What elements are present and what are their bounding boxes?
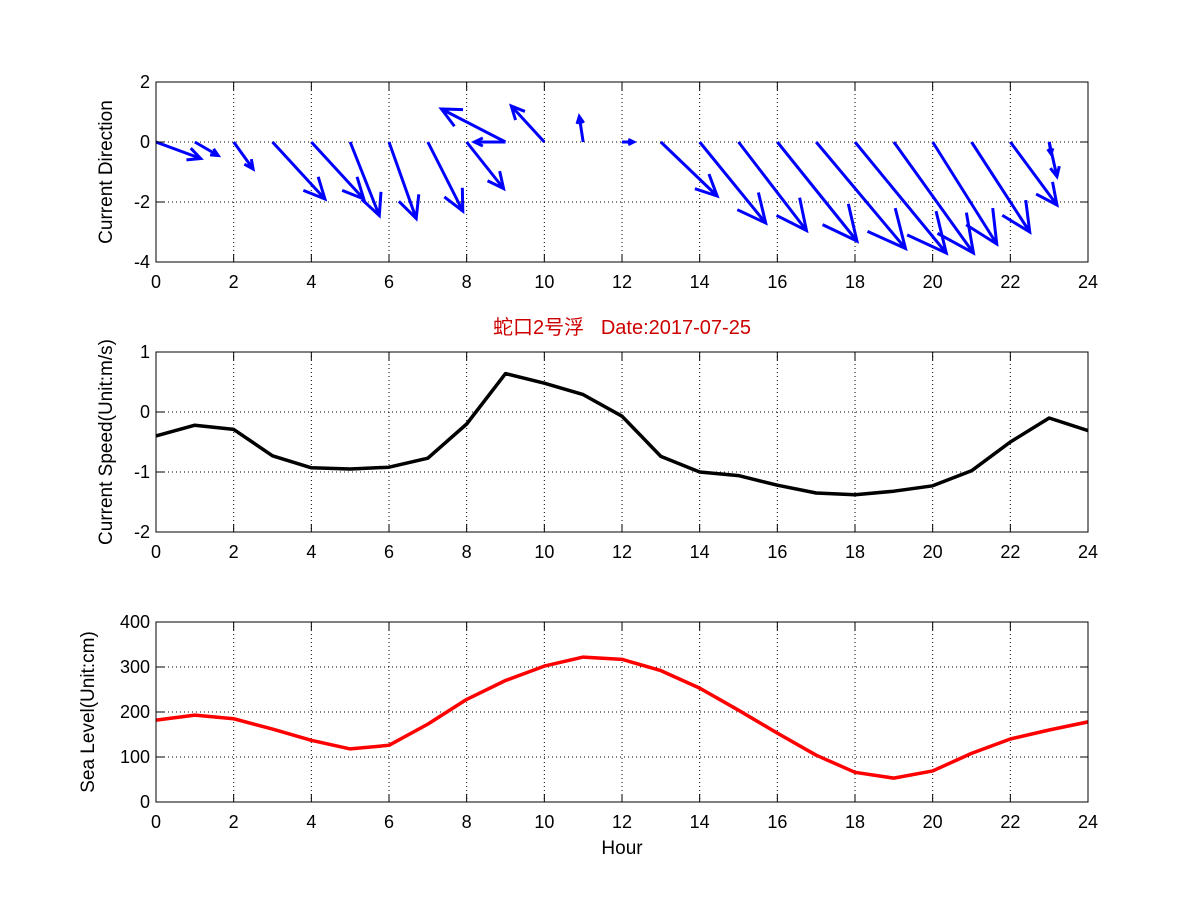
y-tick-label: 0 xyxy=(140,402,150,422)
x-tick-label: 14 xyxy=(690,272,710,292)
current-vector xyxy=(387,141,421,222)
current-vector xyxy=(776,141,860,244)
x-tick-label: 16 xyxy=(767,542,787,562)
x-tick-label: 20 xyxy=(923,542,943,562)
plot-area xyxy=(156,82,1088,262)
current-vector xyxy=(698,141,768,226)
x-tick-label: 14 xyxy=(690,542,710,562)
x-tick-label: 4 xyxy=(306,542,316,562)
current-vector xyxy=(508,103,546,144)
x-tick-label: 24 xyxy=(1078,272,1098,292)
current-vector xyxy=(622,138,638,146)
x-tick-label: 16 xyxy=(767,812,787,832)
current-vector xyxy=(931,141,999,247)
x-tick-label: 10 xyxy=(534,272,554,292)
x-tick-label: 14 xyxy=(690,812,710,832)
y-tick-label: -2 xyxy=(134,192,150,212)
data-layer xyxy=(156,103,1061,256)
y-tick-label: -4 xyxy=(134,252,150,272)
x-axis-label: Hour xyxy=(601,838,643,859)
x-tick-label: 0 xyxy=(151,542,161,562)
x-tick-label: 8 xyxy=(462,812,472,832)
x-tick-label: 22 xyxy=(1000,272,1020,292)
current-vector xyxy=(194,140,222,158)
current-vector xyxy=(853,141,949,256)
current-vector xyxy=(815,141,908,252)
y-axis-label: Sea Level(Unit:cm) xyxy=(78,631,99,793)
current-vector xyxy=(232,141,256,172)
x-tick-label: 22 xyxy=(1000,542,1020,562)
y-axis-label: Current Direction xyxy=(96,100,117,244)
y-tick-label: 0 xyxy=(140,792,150,812)
y-tick-label: -1 xyxy=(134,462,150,482)
x-tick-label: 16 xyxy=(767,272,787,292)
current-vector xyxy=(156,140,204,162)
x-tick-label: 20 xyxy=(923,272,943,292)
data-layer xyxy=(156,371,1088,497)
x-tick-label: 12 xyxy=(612,812,632,832)
y-tick-label: 100 xyxy=(120,747,150,767)
x-tick-label: 4 xyxy=(306,812,316,832)
y-tick-label: 2 xyxy=(140,72,150,92)
current-vector xyxy=(470,136,506,148)
current-vector xyxy=(737,141,809,234)
current-vector xyxy=(970,141,1032,235)
current-vector xyxy=(575,113,585,143)
current-vector xyxy=(348,141,383,219)
current-vector xyxy=(310,140,367,202)
x-tick-label: 6 xyxy=(384,272,394,292)
x-tick-label: 20 xyxy=(923,812,943,832)
current-vector xyxy=(438,107,507,144)
data-layer xyxy=(156,655,1088,780)
x-tick-label: 24 xyxy=(1078,812,1098,832)
x-tick-label: 2 xyxy=(229,812,239,832)
data-line xyxy=(156,371,1088,497)
x-tick-label: 24 xyxy=(1078,542,1098,562)
x-tick-label: 18 xyxy=(845,812,865,832)
x-tick-label: 4 xyxy=(306,272,316,292)
current-vector xyxy=(271,140,328,202)
y-tick-label: 300 xyxy=(120,657,150,677)
y-tick-label: 400 xyxy=(120,612,150,632)
x-tick-label: 8 xyxy=(462,272,472,292)
x-tick-label: 18 xyxy=(845,542,865,562)
current-vector xyxy=(1009,141,1059,208)
y-tick-label: -2 xyxy=(134,522,150,542)
x-tick-label: 2 xyxy=(229,272,239,292)
chart-title: 蛇口2号浮 Date:2017-07-25 xyxy=(493,316,751,339)
current-vector xyxy=(465,141,506,192)
x-tick-label: 18 xyxy=(845,272,865,292)
x-tick-label: 12 xyxy=(612,272,632,292)
x-tick-label: 6 xyxy=(384,542,394,562)
x-tick-label: 8 xyxy=(462,542,472,562)
x-tick-label: 2 xyxy=(229,542,239,562)
x-tick-label: 6 xyxy=(384,812,394,832)
y-tick-label: 1 xyxy=(140,342,150,362)
y-axis-label: Current Speed(Unit:m/s) xyxy=(96,339,117,545)
y-tick-label: 0 xyxy=(140,132,150,152)
plot-area xyxy=(156,352,1088,532)
x-tick-label: 10 xyxy=(534,542,554,562)
x-tick-label: 0 xyxy=(151,272,161,292)
y-tick-label: 200 xyxy=(120,702,150,722)
x-tick-label: 22 xyxy=(1000,812,1020,832)
x-tick-label: 12 xyxy=(612,542,632,562)
current-vector xyxy=(659,140,720,199)
current-vector xyxy=(426,141,465,215)
data-line xyxy=(156,655,1088,780)
x-tick-label: 0 xyxy=(151,812,161,832)
current-vector xyxy=(1046,141,1055,158)
x-tick-label: 10 xyxy=(534,812,554,832)
